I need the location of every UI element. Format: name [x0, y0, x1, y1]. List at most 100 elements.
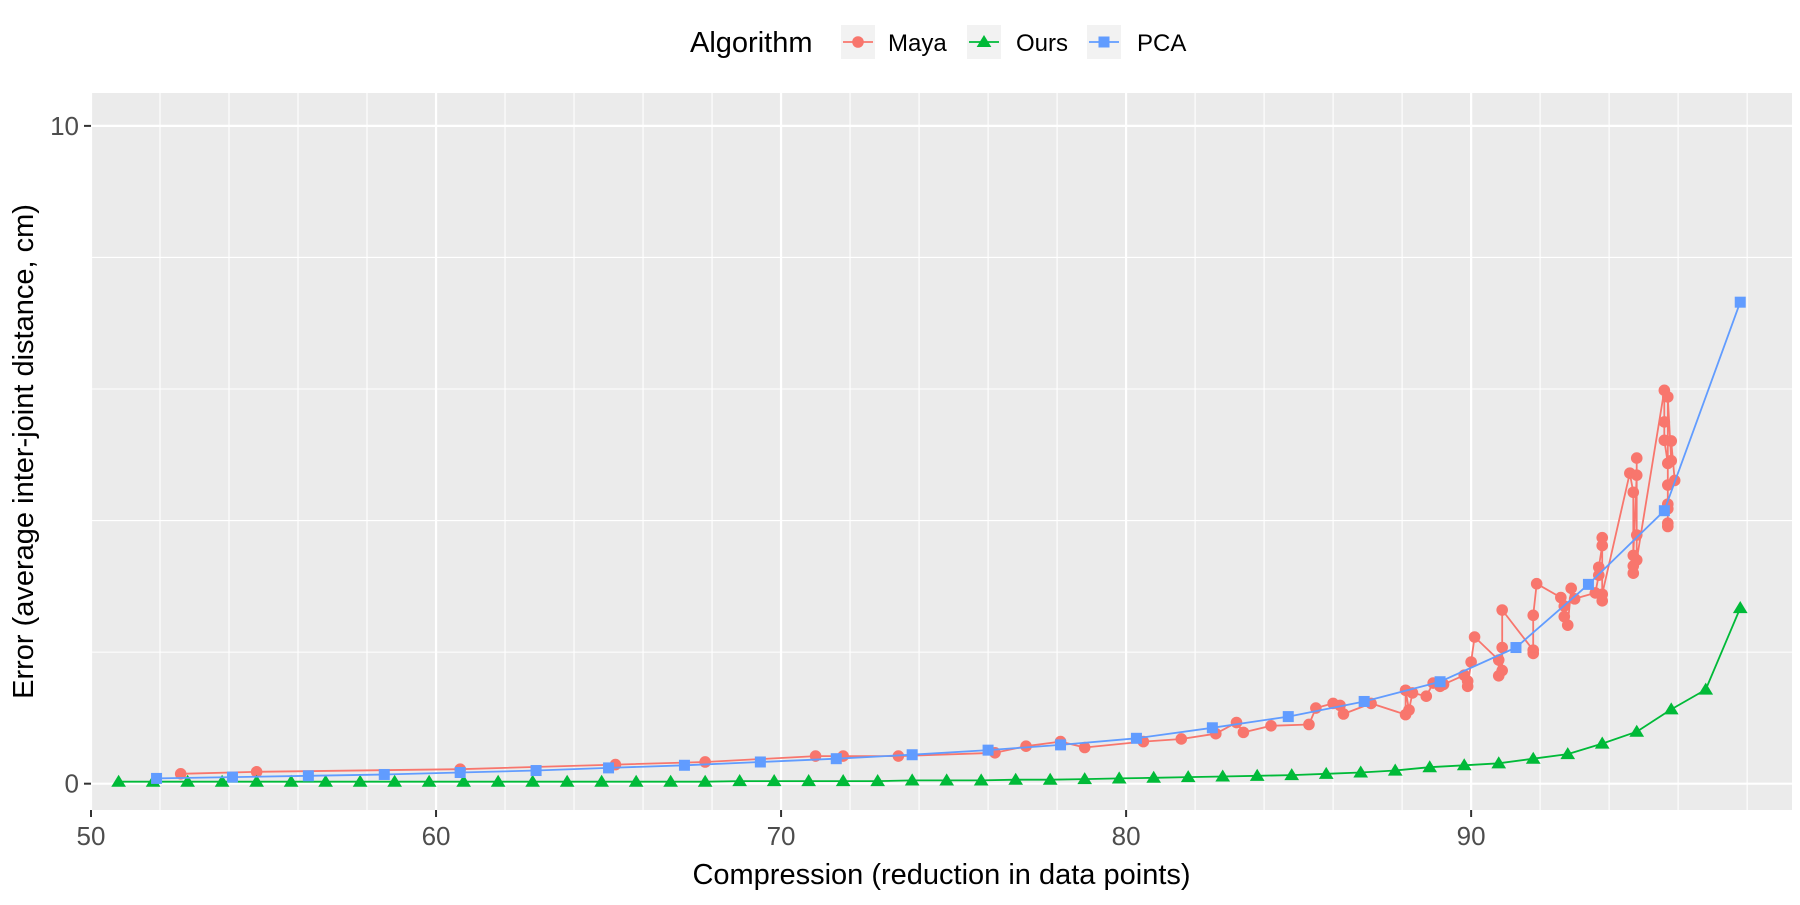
ours-point — [1042, 772, 1058, 785]
ours-point — [1560, 747, 1576, 760]
maya-point — [1420, 690, 1433, 703]
x-tick-label: 90 — [1457, 821, 1486, 851]
maya-point — [1568, 593, 1581, 605]
ours-point — [1111, 771, 1127, 784]
ours-point — [1629, 724, 1645, 737]
maya-point — [250, 766, 263, 778]
ours-point — [387, 774, 402, 787]
ours-point — [1732, 601, 1748, 614]
series-ours — [111, 601, 1748, 787]
ours-point — [628, 774, 644, 787]
ours-point — [249, 774, 264, 787]
legend: Algorithm Maya Ours PCA — [690, 25, 1186, 59]
legend-label-ours: Ours — [1016, 30, 1068, 57]
legend-item-maya: Maya — [841, 25, 947, 59]
maya-point — [1527, 609, 1540, 622]
maya-point — [1630, 554, 1643, 566]
maya-point — [1403, 704, 1415, 716]
legend-label-maya: Maya — [888, 30, 947, 57]
pca-point — [1055, 739, 1067, 751]
ours-point — [490, 774, 506, 787]
maya-point — [1665, 435, 1678, 447]
ours-point — [456, 774, 471, 787]
maya-point — [1561, 619, 1574, 631]
maya-point — [1630, 529, 1643, 541]
pca-point — [1206, 722, 1218, 734]
pca-point — [1358, 695, 1370, 707]
maya-point — [1630, 469, 1643, 481]
legend-item-ours: Ours — [967, 25, 1068, 59]
ours-point — [1663, 702, 1679, 715]
legend-item-pca: PCA — [1087, 25, 1186, 59]
series-maya — [174, 384, 1681, 780]
pca-point — [678, 759, 690, 771]
ours-point — [801, 774, 817, 787]
maya-point — [1661, 391, 1674, 403]
ours-point — [870, 774, 886, 787]
x-tick-label: 60 — [422, 821, 451, 851]
pca-point — [830, 753, 842, 765]
pca-line — [156, 301, 1742, 780]
maya-point — [699, 756, 711, 768]
maya-point — [1565, 582, 1577, 595]
maya-point — [1020, 740, 1032, 752]
maya-point — [1665, 454, 1678, 467]
pca-point — [1510, 642, 1522, 654]
maya-point — [1496, 604, 1508, 616]
ours-point — [663, 774, 679, 787]
pca-point — [1434, 676, 1446, 688]
pca-point — [1130, 732, 1142, 744]
maya-point — [1661, 517, 1674, 529]
ours-point — [1284, 768, 1300, 781]
pca-point — [530, 765, 542, 777]
maya-point — [1496, 664, 1508, 677]
ours-point — [1594, 736, 1610, 749]
ours-point — [283, 774, 299, 787]
pca-point — [151, 772, 163, 784]
ours-point — [1353, 765, 1369, 778]
pca-point — [378, 768, 390, 780]
ours-point — [835, 774, 851, 787]
series-layer — [111, 296, 1748, 787]
ours-point — [111, 774, 126, 787]
series-pca — [151, 296, 1746, 784]
maya-point — [1627, 567, 1640, 579]
axes: 50 60 70 80 90 0 10 Compression (reduction in d… — [8, 111, 1486, 891]
maya-point — [1265, 720, 1277, 732]
x-tick-label: 70 — [767, 821, 796, 851]
maya-point — [1496, 641, 1508, 654]
ours-point — [318, 774, 333, 787]
ours-point — [732, 774, 748, 787]
maya-point — [1468, 631, 1481, 643]
maya-point — [1658, 416, 1671, 428]
maya-point — [1230, 716, 1243, 729]
maya-point — [1596, 531, 1609, 544]
ours-point — [1387, 763, 1403, 776]
maya-point — [1461, 680, 1474, 693]
pca-point — [1582, 578, 1594, 590]
pca-point — [906, 749, 918, 761]
ours-point — [939, 773, 955, 786]
maya-point — [174, 768, 187, 780]
y-axis-title: Error (average inter-joint distance, cm) — [8, 204, 40, 699]
pca-point — [603, 762, 615, 774]
legend-key-marker-pca — [1098, 36, 1110, 48]
pca-point — [226, 771, 238, 783]
ours-point — [1077, 772, 1093, 785]
maya-point — [1337, 708, 1350, 720]
pca-point — [454, 767, 466, 779]
ours-point — [559, 774, 575, 787]
y-tick-label: 10 — [50, 111, 79, 141]
pca-point — [1282, 711, 1294, 723]
ours-point — [214, 774, 230, 787]
ours-point — [1180, 770, 1196, 783]
x-tick-label: 80 — [1112, 821, 1141, 851]
legend-label-pca: PCA — [1137, 30, 1186, 57]
maya-point — [1175, 733, 1188, 745]
ours-point — [904, 773, 920, 786]
ours-point — [1318, 766, 1334, 779]
ours-point — [766, 774, 782, 787]
ours-point — [1698, 682, 1714, 695]
